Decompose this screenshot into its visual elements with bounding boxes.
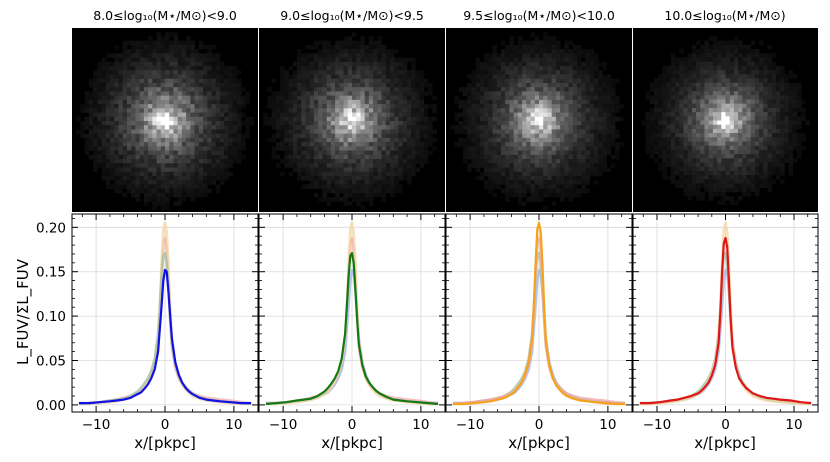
ghost-line-9.5-10.0 xyxy=(639,221,812,406)
y-tick-label: 0.15 xyxy=(36,265,66,281)
x-axis-label-3: x/[pkpc] xyxy=(508,434,570,452)
profile-panel-2: −10 0 10 xyxy=(258,213,446,433)
x-tick-label: 10 xyxy=(412,417,429,433)
profile-panel-4: −10 0 10 xyxy=(632,213,819,433)
y-tick-label: 0.00 xyxy=(36,398,66,414)
ghost-line-10.0+ xyxy=(452,236,626,405)
panel-title-2: 9.0≤log₁₀(M⋆/M⊙)<9.5 xyxy=(280,8,424,23)
ghost-line-9.5-10.0 xyxy=(265,221,439,406)
x-tick-label: 10 xyxy=(225,417,242,433)
x-tick-label: 0 xyxy=(535,417,544,433)
series-line-8.0-9.0 xyxy=(78,268,252,405)
x-tick-label: −10 xyxy=(643,417,672,433)
x-axis-label-1: x/[pkpc] xyxy=(134,434,196,452)
x-tick-label: −10 xyxy=(456,417,485,433)
galaxy-image-1 xyxy=(72,28,258,212)
panel-title-4: 10.0≤log₁₀(M⋆/M⊙) xyxy=(664,8,785,23)
x-tick-label: 0 xyxy=(161,417,170,433)
x-axis-label-2: x/[pkpc] xyxy=(321,434,383,452)
y-tick-label: 0.20 xyxy=(36,220,66,236)
panel-title-1: 8.0≤log₁₀(M⋆/M⊙)<9.0 xyxy=(93,8,237,23)
y-axis-label: L_FUV/ΣL_FUV xyxy=(14,258,33,365)
x-tick-label: 0 xyxy=(721,417,730,433)
y-tick-label: 0.05 xyxy=(36,354,66,370)
x-tick-label: 10 xyxy=(599,417,616,433)
galaxy-image-4 xyxy=(633,28,818,212)
x-axis-label-4: x/[pkpc] xyxy=(694,434,756,452)
galaxy-image-2 xyxy=(259,28,445,212)
profile-panel-3: −10 0 10 xyxy=(445,213,633,433)
y-tick-label: 0.10 xyxy=(36,309,66,325)
galaxy-images xyxy=(72,28,818,212)
galaxy-image-3 xyxy=(446,28,632,212)
x-tick-label: 10 xyxy=(785,417,802,433)
series-line-9.0-9.5 xyxy=(265,252,439,406)
x-tick-label: −10 xyxy=(82,417,111,433)
x-tick-label: −10 xyxy=(269,417,298,433)
panel-title-3: 9.5≤log₁₀(M⋆/M⊙)<10.0 xyxy=(463,8,615,23)
profile-panel-1: −10 0 10 0.00 0.05 0.10 0.15 0.20 xyxy=(36,213,259,433)
profile-plots: −10 0 100.000.050.100.150.20−10 0 10 −10 0 10 −1… xyxy=(36,213,819,433)
series-line-9.5-10.0 xyxy=(452,221,626,406)
series-line-10.0+ xyxy=(639,236,812,405)
x-tick-label: 0 xyxy=(348,417,357,433)
